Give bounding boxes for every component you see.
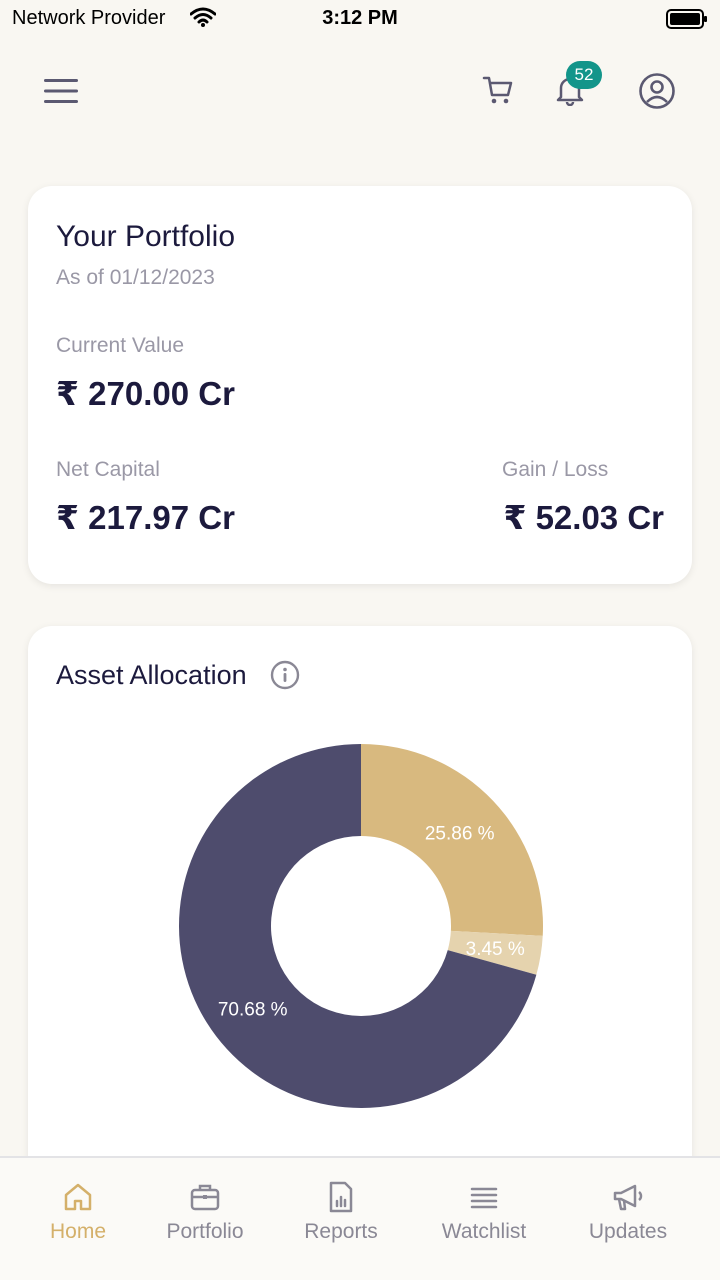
notification-badge: 52 [566, 61, 602, 89]
bottom-nav: Home Portfolio Reports Watchlist Updates [0, 1156, 720, 1280]
tab-home-label: Home [49, 1220, 107, 1243]
list-icon [470, 1187, 498, 1209]
cart-icon [482, 76, 513, 104]
tab-reports[interactable]: Reports [271, 1158, 411, 1280]
wifi-icon [189, 6, 217, 34]
gain-loss-value: ₹ 52.03 Cr [503, 499, 664, 536]
portfolio-date: As of 01/12/2023 [56, 266, 215, 289]
menu-icon [44, 79, 78, 103]
cart-button[interactable] [478, 70, 518, 110]
donut-slice[interactable] [361, 744, 543, 936]
net-capital-value: ₹ 217.97 Cr [56, 499, 235, 536]
portfolio-card[interactable]: Your Portfolio As of 01/12/2023 Current … [28, 186, 692, 584]
asset-allocation-title: Asset Allocation [56, 660, 247, 690]
status-time: 3:12 PM [322, 7, 398, 29]
menu-button[interactable] [40, 72, 82, 110]
tab-watchlist[interactable]: Watchlist [414, 1158, 554, 1280]
donut-slice-label: 25.86 % [425, 823, 495, 844]
tab-updates[interactable]: Updates [558, 1158, 698, 1280]
home-icon [64, 1183, 92, 1211]
donut-slice-label: 3.45 % [466, 939, 525, 960]
donut-slice[interactable] [447, 930, 543, 975]
megaphone-icon [613, 1184, 643, 1211]
tab-watchlist-label: Watchlist [441, 1220, 527, 1243]
gain-loss-label: Gain / Loss [502, 458, 609, 481]
report-icon [329, 1181, 353, 1213]
tab-reports-label: Reports [304, 1220, 378, 1243]
carrier-name: Network Provider [12, 7, 166, 29]
info-icon[interactable] [270, 660, 300, 690]
current-value: ₹ 270.00 Cr [56, 375, 235, 412]
tab-updates-label: Updates [588, 1220, 668, 1243]
profile-button[interactable] [636, 70, 678, 112]
briefcase-icon [190, 1184, 220, 1211]
donut-slice[interactable] [179, 744, 537, 1108]
portfolio-title: Your Portfolio [56, 220, 236, 253]
top-nav: 52 [0, 60, 720, 120]
current-value-label: Current Value [56, 334, 185, 357]
allocation-donut-chart: 25.86 % 3.45 % 70.68 % [179, 744, 543, 1108]
tab-portfolio-label: Portfolio [166, 1220, 244, 1243]
tab-portfolio[interactable]: Portfolio [135, 1158, 275, 1280]
battery-icon [666, 9, 708, 35]
donut-slice-label: 70.68 % [218, 999, 288, 1020]
profile-icon [639, 73, 675, 109]
status-bar: Network Provider 3:12 PM [0, 0, 720, 38]
asset-allocation-card: Asset Allocation 25.86 % 3.45 % 70.68 % [28, 626, 692, 1186]
tab-home[interactable]: Home [8, 1158, 148, 1280]
net-capital-label: Net Capital [56, 458, 160, 481]
